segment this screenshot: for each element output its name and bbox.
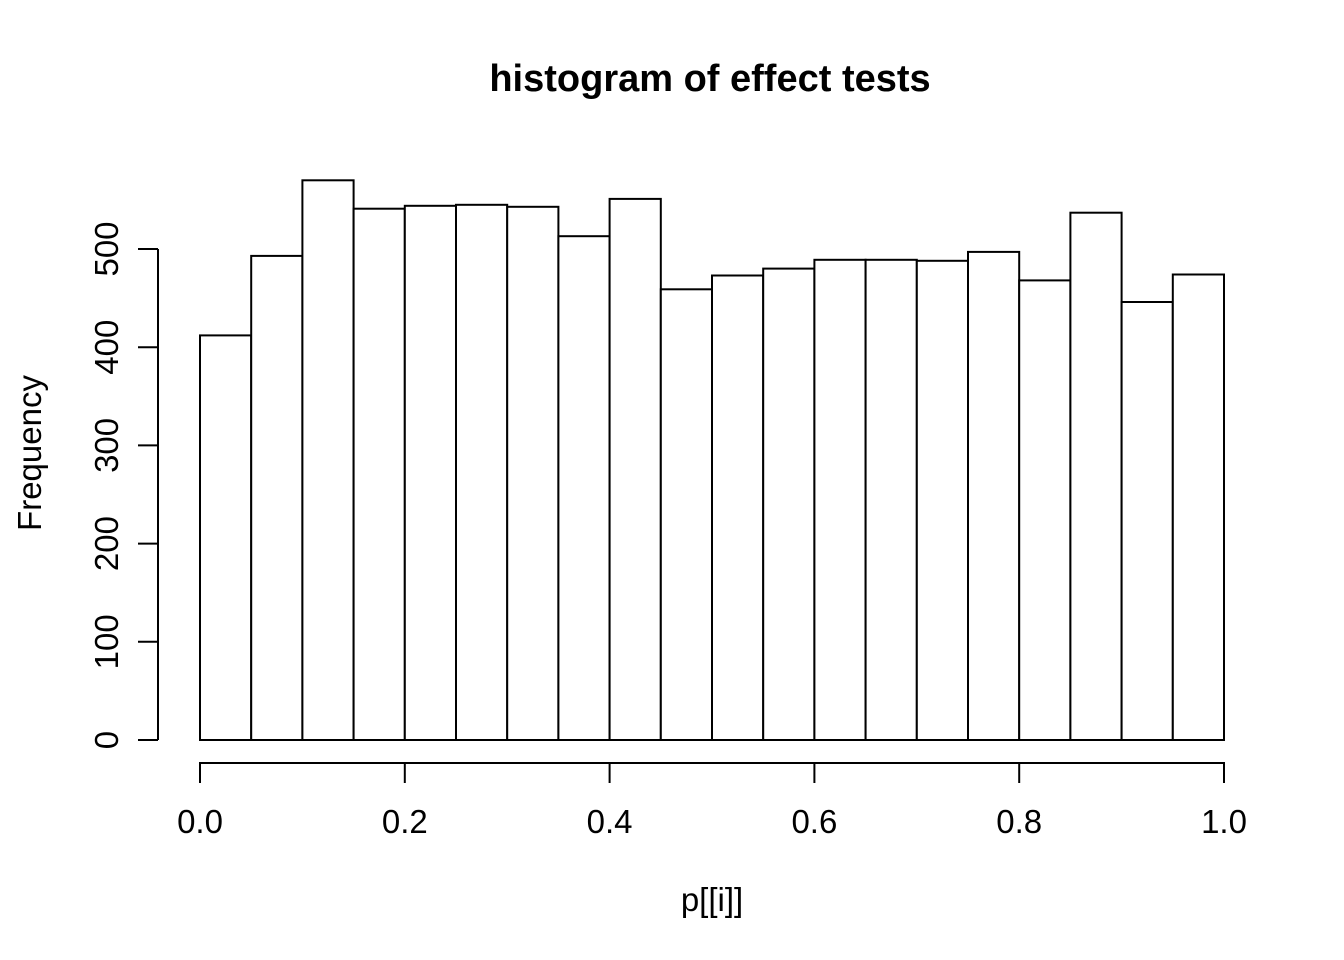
histogram-bar <box>557 235 611 741</box>
histogram-bar <box>762 267 816 741</box>
x-axis-label: p[[i]] <box>681 881 743 918</box>
x-tick-label: 0.6 <box>791 803 837 840</box>
x-tick-label: 0.4 <box>587 803 633 840</box>
histogram-bar <box>711 274 765 741</box>
histogram-bar <box>813 258 867 741</box>
histogram-bar <box>199 334 253 741</box>
y-tick-label: 400 <box>88 320 125 375</box>
x-axis: 0.0 0.2 0.4 0.6 0.8 1.0 <box>177 762 1247 840</box>
histogram-bar <box>1069 211 1123 741</box>
x-tick-label: 0.8 <box>996 803 1042 840</box>
histogram-bar <box>352 207 406 741</box>
histogram-bar <box>455 203 509 742</box>
y-axis: 0 100 200 300 400 500 <box>88 221 159 749</box>
histogram-bar <box>1120 301 1174 741</box>
y-tick-label: 300 <box>88 418 125 473</box>
y-tick-label: 500 <box>88 221 125 276</box>
chart-title: histogram of effect tests <box>489 58 930 100</box>
histogram-bar <box>301 179 355 742</box>
histogram-bar <box>915 259 969 741</box>
histogram-bar <box>250 254 304 741</box>
histogram-bar <box>1018 279 1072 741</box>
x-tick-label: 0.2 <box>382 803 428 840</box>
histogram-bar <box>1171 273 1226 741</box>
histogram-bars <box>199 179 1226 742</box>
y-tick-label: 0 <box>88 731 125 749</box>
histogram-bar <box>659 288 713 741</box>
histogram-bar <box>506 205 560 742</box>
histogram-bar <box>864 258 918 741</box>
histogram-bar <box>403 204 457 742</box>
y-axis-label: Frequency <box>11 375 48 531</box>
histogram-bar <box>608 197 662 741</box>
y-tick-label: 100 <box>88 614 125 669</box>
y-tick-label: 200 <box>88 516 125 571</box>
x-tick-label: 0.0 <box>177 803 223 840</box>
histogram-bar <box>967 250 1021 741</box>
x-tick-label: 1.0 <box>1201 803 1247 840</box>
